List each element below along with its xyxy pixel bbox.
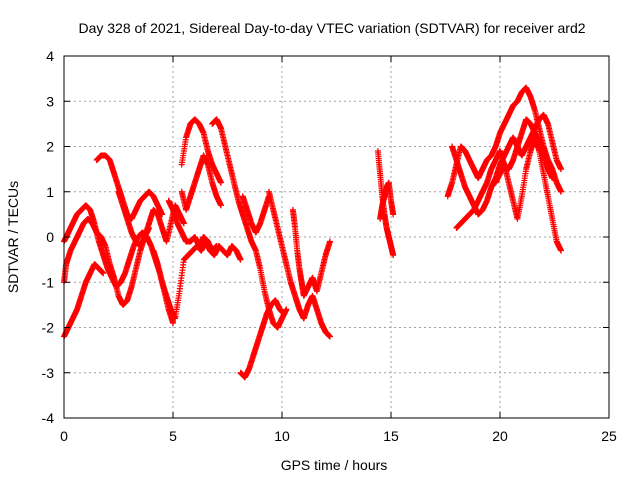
axis-ticks: 0 5 10 15 20 25 -4 -3 -2 -1 0 1 2 3 4 [42,48,617,444]
y-tick-label: 3 [46,93,54,109]
y-tick-label: 2 [46,139,54,155]
data-point [558,188,565,195]
x-tick-label: 25 [601,428,617,444]
data-point [180,220,187,227]
data-point [390,211,397,218]
data-point [558,166,565,173]
data-point [390,252,397,259]
data-point [170,319,176,326]
grid [64,56,609,418]
data-point [217,179,224,186]
y-tick-label: -2 [42,320,55,336]
y-tick-label: 1 [46,184,54,200]
chart-title: Day 328 of 2021, Sidereal Day-to-day VTE… [78,20,585,36]
data-point [283,306,290,313]
x-tick-label: 20 [492,428,508,444]
data-point [558,247,565,254]
data-point [326,238,333,245]
y-tick-label: -3 [42,365,55,381]
x-tick-label: 15 [383,428,399,444]
data-point [213,243,220,250]
y-tick-label: 0 [46,229,54,245]
data-point [281,310,288,317]
x-tick-label: 0 [60,428,68,444]
data-point [100,270,107,277]
data-point [326,333,333,340]
data-point [237,256,244,263]
data-point [549,175,556,182]
y-tick-label: -1 [42,274,55,290]
y-tick-label: -4 [42,410,55,426]
data-points [61,84,565,381]
y-axis-label: SDTVAR / TECUs [5,181,21,293]
y-tick-label: 4 [46,48,54,64]
x-axis-label: GPS time / hours [281,457,388,473]
x-tick-label: 10 [274,428,290,444]
x-tick-label: 5 [169,428,177,444]
data-point [217,202,224,209]
